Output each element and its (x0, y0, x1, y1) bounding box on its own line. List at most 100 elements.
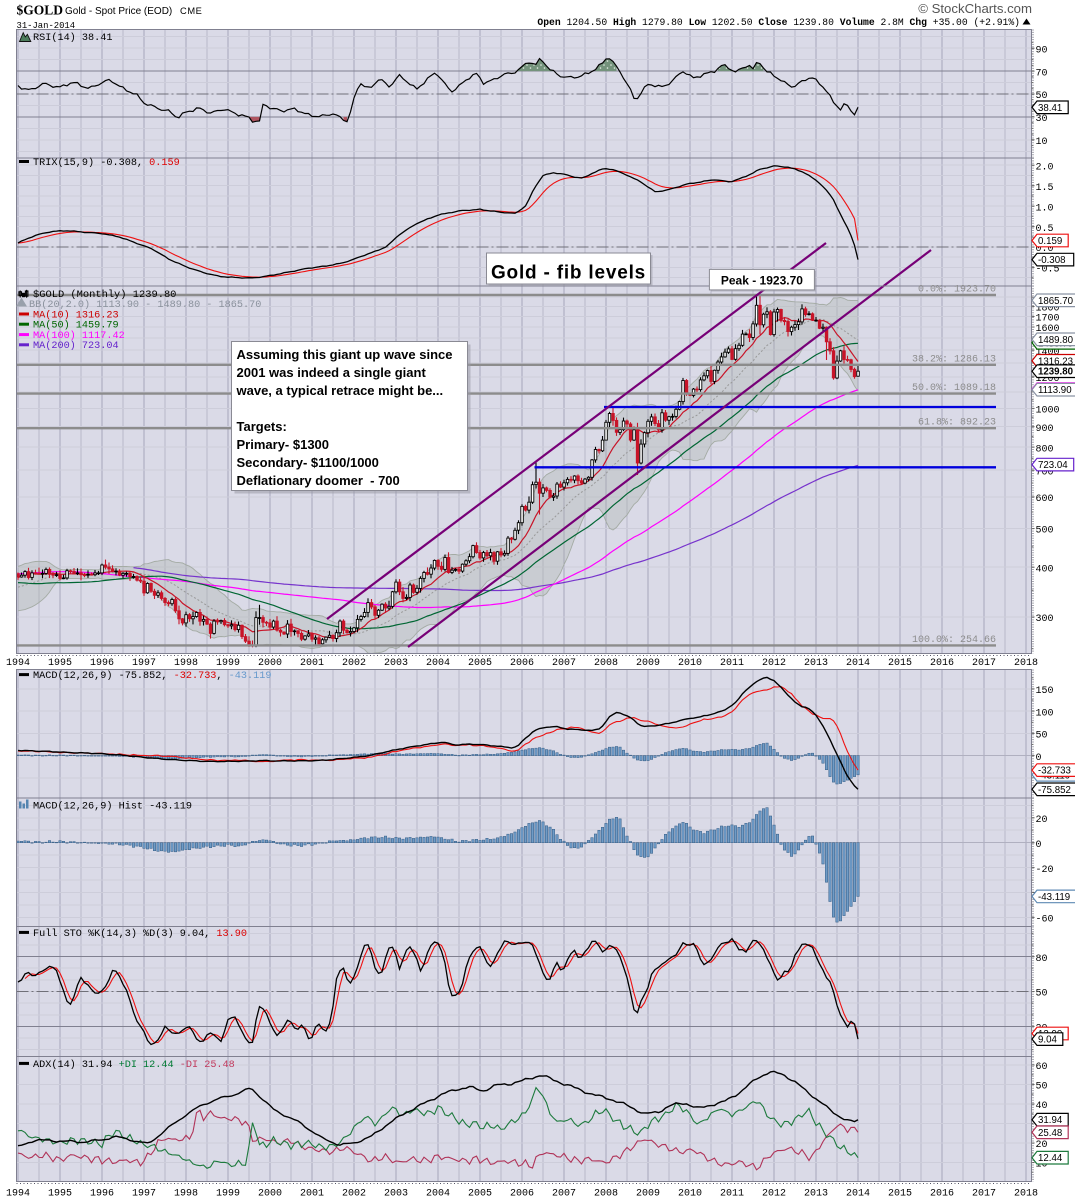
svg-text:MACD(12,26,9) Hist -43.119: MACD(12,26,9) Hist -43.119 (33, 800, 192, 812)
svg-text:2004: 2004 (426, 1189, 450, 1200)
svg-text:1997: 1997 (132, 658, 156, 669)
svg-text:900: 900 (1036, 424, 1054, 435)
svg-text:0.0%: 1923.70: 0.0%: 1923.70 (918, 285, 996, 296)
svg-text:38.41: 38.41 (1038, 103, 1062, 114)
svg-text:0: 0 (1036, 840, 1042, 851)
svg-text:2011: 2011 (720, 658, 744, 669)
svg-text:Gold - Spot Price (EOD): Gold - Spot Price (EOD) (65, 6, 172, 17)
svg-text:1800: 1800 (1036, 304, 1060, 315)
svg-text:2002: 2002 (342, 658, 366, 669)
svg-text:-0.5: -0.5 (1036, 265, 1060, 276)
svg-text:2012: 2012 (762, 1189, 786, 1200)
svg-text:1239.80: 1239.80 (1038, 367, 1073, 378)
svg-text:MA(10) 1316.23: MA(10) 1316.23 (33, 309, 119, 321)
svg-text:150: 150 (1036, 686, 1054, 697)
svg-text:2008: 2008 (594, 658, 618, 669)
svg-text:-75.852: -75.852 (1038, 785, 1071, 796)
svg-text:Targets:: Targets: (237, 419, 287, 434)
svg-text:1999: 1999 (216, 1189, 240, 1200)
svg-text:wave, a typical retrace might: wave, a typical retrace might be... (236, 383, 444, 398)
svg-text:1000: 1000 (1036, 406, 1060, 417)
svg-text:2006: 2006 (510, 658, 534, 669)
svg-text:2002: 2002 (342, 1189, 366, 1200)
svg-text:2017: 2017 (972, 658, 996, 669)
svg-text:50: 50 (1036, 989, 1048, 1000)
svg-text:1995: 1995 (48, 658, 72, 669)
svg-text:2011: 2011 (720, 1189, 744, 1200)
svg-text:10: 10 (1036, 137, 1048, 148)
svg-text:50.0%: 1089.18: 50.0%: 1089.18 (912, 383, 996, 394)
svg-text:CME: CME (180, 6, 202, 16)
svg-text:2018: 2018 (1014, 658, 1038, 669)
svg-text:Primary- $1300: Primary- $1300 (237, 437, 330, 452)
svg-text:1996: 1996 (90, 1189, 114, 1200)
svg-text:RSI(14) 38.41: RSI(14) 38.41 (33, 32, 112, 44)
svg-text:2014: 2014 (846, 1189, 870, 1200)
svg-text:MA(50) 1459.79: MA(50) 1459.79 (33, 320, 119, 332)
svg-text:38.2%: 1286.13: 38.2%: 1286.13 (912, 354, 996, 365)
svg-text:2014: 2014 (846, 658, 870, 669)
svg-text:1200: 1200 (1036, 374, 1060, 385)
svg-text:2003: 2003 (384, 658, 408, 669)
svg-text:2015: 2015 (888, 658, 912, 669)
svg-text:-43.119: -43.119 (1038, 892, 1070, 903)
svg-text:1998: 1998 (174, 658, 198, 669)
svg-text:1994: 1994 (6, 1189, 30, 1200)
svg-text:2018: 2018 (1014, 1189, 1038, 1200)
svg-text:400: 400 (1036, 564, 1054, 575)
svg-text:25.48: 25.48 (1038, 1128, 1062, 1139)
svg-text:2017: 2017 (972, 1189, 996, 1200)
svg-text:Open 1204.50 High 1279.80 Low: Open 1204.50 High 1279.80 Low 1202.50 Cl… (537, 17, 1020, 28)
svg-text:10: 10 (1036, 1160, 1048, 1171)
svg-text:2.0: 2.0 (1036, 162, 1054, 173)
svg-text:2006: 2006 (510, 1189, 534, 1200)
svg-text:1998: 1998 (174, 1189, 198, 1200)
svg-text:Peak - 1923.70: Peak - 1923.70 (721, 273, 803, 287)
svg-text:$GOLD (Monthly) 1239.80: $GOLD (Monthly) 1239.80 (33, 289, 176, 301)
svg-text:2012: 2012 (762, 658, 786, 669)
svg-text:2010: 2010 (678, 1189, 702, 1200)
svg-text:ADX(14) 31.94 +DI 12.44 -DI 25: ADX(14) 31.94 +DI 12.44 -DI 25.48 (33, 1059, 235, 1071)
svg-text:2010: 2010 (678, 658, 702, 669)
svg-text:2016: 2016 (930, 1189, 954, 1200)
svg-text:MACD(12,26,9) -75.852, -32.733: MACD(12,26,9) -75.852, -32.733, -43.119 (33, 670, 271, 682)
svg-text:Gold - fib levels: Gold - fib levels (491, 263, 646, 284)
svg-text:30: 30 (1036, 114, 1048, 125)
svg-text:800: 800 (1036, 444, 1054, 455)
svg-text:2013: 2013 (804, 1189, 828, 1200)
svg-text:723.04: 723.04 (1038, 460, 1068, 471)
svg-text:1400: 1400 (1036, 347, 1060, 358)
svg-text:1316.23: 1316.23 (1038, 356, 1073, 367)
svg-text:31.94: 31.94 (1038, 1115, 1063, 1126)
svg-text:MA(100) 1117.42: MA(100) 1117.42 (33, 330, 125, 342)
svg-text:61.8%: 892.23: 61.8%: 892.23 (918, 418, 996, 429)
svg-text:Assuming this giant up wave si: Assuming this giant up wave since (237, 347, 453, 362)
svg-text:$GOLD: $GOLD (17, 3, 64, 18)
svg-text:2001: 2001 (300, 1189, 324, 1200)
svg-text:2013: 2013 (804, 658, 828, 669)
svg-text:2001: 2001 (300, 658, 324, 669)
svg-text:0.5: 0.5 (1036, 224, 1054, 235)
svg-text:2004: 2004 (426, 658, 450, 669)
svg-text:300: 300 (1036, 614, 1054, 625)
svg-text:700: 700 (1036, 467, 1054, 478)
svg-text:9.04: 9.04 (1038, 1035, 1057, 1046)
svg-text:50: 50 (1036, 1082, 1048, 1093)
svg-text:2015: 2015 (888, 1189, 912, 1200)
svg-text:2007: 2007 (552, 1189, 576, 1200)
svg-text:2016: 2016 (930, 658, 954, 669)
svg-text:-32.733: -32.733 (1038, 766, 1071, 777)
svg-text:1996: 1996 (90, 658, 114, 669)
svg-text:20: 20 (1036, 1140, 1048, 1151)
svg-text:0: 0 (1036, 753, 1042, 764)
svg-text:2005: 2005 (468, 658, 492, 669)
svg-text:0.159: 0.159 (1038, 236, 1062, 247)
svg-text:2009: 2009 (636, 1189, 660, 1200)
svg-text:TRIX(15,9) -0.308, 0.159: TRIX(15,9) -0.308, 0.159 (33, 157, 180, 169)
svg-text:500: 500 (1036, 526, 1054, 537)
svg-text:60: 60 (1036, 1062, 1048, 1073)
svg-text:2001 was indeed a single giant: 2001 was indeed a single giant (237, 365, 427, 380)
svg-text:© StockCharts.com: © StockCharts.com (918, 1, 1032, 16)
svg-text:2005: 2005 (468, 1189, 492, 1200)
svg-text:BB(20,2.0) 1113.90 - 1489.80 -: BB(20,2.0) 1113.90 - 1489.80 - 1865.70 (29, 299, 261, 311)
